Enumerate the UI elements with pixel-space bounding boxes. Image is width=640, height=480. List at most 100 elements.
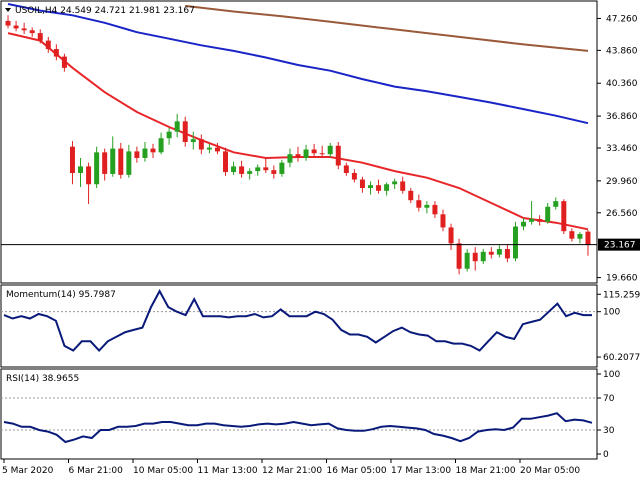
candle-body[interactable]	[521, 221, 527, 227]
candle-body[interactable]	[537, 218, 543, 222]
candle-body[interactable]	[529, 218, 535, 222]
moving-averages	[7, 3, 589, 231]
candle-body[interactable]	[295, 154, 301, 158]
candle-body[interactable]	[247, 171, 253, 174]
candle-body[interactable]	[78, 166, 84, 173]
current-price-tag	[598, 238, 640, 251]
candle-body[interactable]	[166, 131, 172, 139]
candle-body[interactable]	[545, 206, 551, 222]
candle-body[interactable]	[118, 148, 124, 175]
price-tick-label: 29.960	[606, 177, 638, 187]
candle-body[interactable]	[287, 154, 293, 163]
candle-body[interactable]	[102, 152, 108, 174]
symbol-header[interactable]: USOIL,H4 24.549 24.721 21.981 23.167	[5, 6, 195, 16]
candle-body[interactable]	[206, 147, 212, 150]
candle-body[interactable]	[488, 251, 494, 255]
y-axis: 47.260 43.860 40.360 36.860 33.460 29.960 26.5…	[597, 14, 640, 460]
candle-body[interactable]	[142, 148, 148, 158]
candle-body[interactable]	[480, 251, 486, 262]
candle-body[interactable]	[416, 200, 422, 208]
candle-body[interactable]	[190, 139, 196, 142]
rsi-tick-label: 100	[603, 370, 620, 380]
grid-layer	[1, 311, 597, 431]
candle-body[interactable]	[359, 179, 365, 188]
candle-body[interactable]	[311, 149, 317, 154]
candle-body[interactable]	[319, 153, 325, 155]
candle-body[interactable]	[456, 243, 462, 269]
candle-body[interactable]	[231, 166, 237, 173]
candle-body[interactable]	[585, 231, 591, 245]
candle-body[interactable]	[327, 145, 333, 155]
candle-body[interactable]	[37, 33, 43, 41]
candle-body[interactable]	[279, 162, 285, 174]
momentum-tick-label: 100	[603, 308, 620, 318]
candle-body[interactable]	[158, 138, 164, 153]
candle-body[interactable]	[351, 172, 357, 180]
candle-body[interactable]	[45, 40, 51, 50]
candle-body[interactable]	[464, 252, 470, 269]
candle-body[interactable]	[432, 204, 438, 215]
candlesticks[interactable]	[5, 15, 591, 275]
candle-body[interactable]	[86, 166, 92, 185]
candle-body[interactable]	[94, 152, 100, 185]
candle-body[interactable]	[400, 181, 406, 191]
candle-body[interactable]	[335, 145, 341, 166]
candle-body[interactable]	[408, 190, 414, 201]
candle-body[interactable]	[367, 185, 373, 188]
candle-body[interactable]	[448, 227, 454, 244]
candle-body[interactable]	[577, 234, 583, 239]
candle-body[interactable]	[384, 184, 390, 191]
candle-body[interactable]	[110, 148, 116, 174]
candle-body[interactable]	[553, 201, 559, 207]
candle-body[interactable]	[134, 151, 140, 158]
candle-body[interactable]	[126, 151, 132, 175]
candle-body[interactable]	[271, 170, 277, 174]
candle-body[interactable]	[69, 146, 75, 173]
candle-body[interactable]	[150, 148, 156, 153]
candle-body[interactable]	[392, 181, 398, 185]
price-tick-label: 26.560	[606, 209, 638, 219]
candle-body[interactable]	[472, 252, 478, 262]
candle-body[interactable]	[343, 165, 349, 173]
rsi-tick-label: 70	[603, 394, 615, 404]
current-price-label: 23.167	[604, 241, 636, 251]
candle-body[interactable]	[569, 231, 575, 239]
candle-body[interactable]	[61, 56, 67, 68]
rsi-line	[3, 412, 593, 444]
candle-body[interactable]	[424, 204, 430, 208]
candle-body[interactable]	[263, 167, 269, 171]
candle-body[interactable]	[53, 49, 59, 57]
candle-body[interactable]	[239, 166, 245, 174]
momentum-tick-label: 115.2599	[603, 290, 640, 300]
price-tick-label: 43.860	[606, 46, 638, 56]
candle-body[interactable]	[440, 214, 446, 228]
dropdown-triangle-icon[interactable]	[5, 8, 11, 12]
candle-body[interactable]	[496, 249, 502, 255]
rsi-tick-label: 30	[603, 426, 615, 436]
candle-body[interactable]	[223, 151, 229, 173]
candle-body[interactable]	[5, 20, 11, 26]
rsi-label: RSI(14) 38.9655	[6, 374, 79, 384]
candle-body[interactable]	[255, 167, 261, 172]
candle-body[interactable]	[512, 226, 518, 259]
candle-body[interactable]	[303, 149, 309, 158]
candle-body[interactable]	[21, 28, 27, 31]
candle-body[interactable]	[198, 139, 204, 150]
price-tick-label: 33.460	[606, 144, 638, 154]
price-pane-frame	[0, 0, 598, 284]
candle-body[interactable]	[182, 121, 188, 142]
candle-body[interactable]	[376, 185, 382, 191]
candle-body[interactable]	[561, 201, 567, 232]
candle-body[interactable]	[504, 249, 510, 259]
price-tick-label: 19.660	[606, 274, 638, 284]
candle-body[interactable]	[174, 121, 180, 132]
x-tick-label: 12 Mar 21:00	[262, 466, 322, 476]
x-tick-label: 6 Mar 21:00	[69, 466, 124, 476]
candle-body[interactable]	[214, 147, 220, 152]
candle-body[interactable]	[29, 30, 35, 34]
candle-body[interactable]	[13, 25, 19, 29]
x-tick-label: 16 Mar 05:00	[327, 466, 387, 476]
price-tick-label: 36.860	[606, 112, 638, 122]
price-tick-label: 47.260	[606, 14, 638, 24]
